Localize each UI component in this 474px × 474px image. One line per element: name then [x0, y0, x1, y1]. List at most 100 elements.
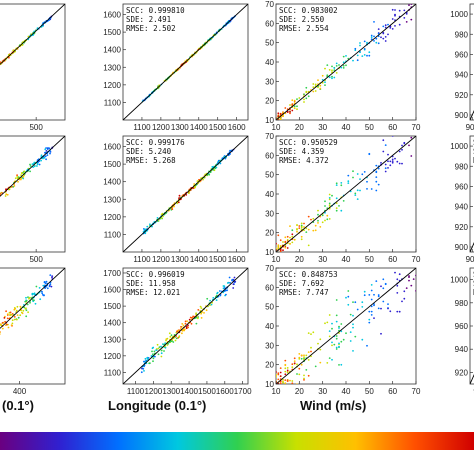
x-tick-label: 400	[13, 387, 27, 396]
data-point	[24, 307, 27, 310]
data-point	[403, 142, 406, 145]
data-point	[380, 332, 382, 335]
stat-line: SDE: 5.240	[126, 147, 172, 156]
stat-line: RMSE: 7.747	[279, 288, 329, 297]
data-point	[408, 258, 410, 260]
data-point	[403, 9, 406, 12]
y-tick-label: 1600	[103, 143, 121, 152]
data-point	[342, 61, 345, 64]
data-point	[391, 160, 394, 163]
data-point	[43, 294, 45, 297]
data-point	[305, 90, 308, 93]
data-point	[401, 300, 403, 303]
x-tick-label: 30	[318, 255, 327, 264]
data-point	[303, 101, 305, 103]
data-point	[345, 332, 347, 335]
data-point	[368, 318, 371, 321]
data-point	[345, 296, 347, 299]
data-point	[356, 173, 359, 175]
y-tick-label: 60	[265, 283, 274, 292]
data-point	[13, 318, 16, 321]
y-tick-label: 1200	[103, 213, 121, 222]
data-point	[326, 74, 329, 77]
data-point	[396, 160, 399, 163]
data-point	[410, 4, 413, 5]
data-point	[9, 314, 12, 317]
data-point	[24, 300, 27, 303]
data-point	[199, 305, 202, 308]
data-point	[403, 297, 406, 300]
data-point	[44, 155, 47, 158]
data-point	[396, 278, 399, 281]
data-point	[333, 76, 336, 79]
data-point	[206, 297, 209, 300]
data-point	[216, 292, 219, 295]
data-point	[144, 228, 147, 231]
data-point	[310, 333, 312, 335]
data-point	[16, 174, 18, 177]
data-point	[333, 67, 336, 69]
data-point	[303, 374, 305, 377]
data-point	[296, 373, 298, 375]
data-point	[38, 287, 41, 289]
data-point	[319, 84, 322, 87]
data-point	[286, 247, 289, 249]
data-point	[335, 197, 338, 200]
data-point	[185, 325, 188, 328]
y-tick-label: 900	[455, 111, 469, 120]
data-point	[22, 309, 25, 312]
data-point	[298, 97, 301, 99]
data-point	[342, 64, 345, 67]
data-point	[180, 326, 182, 328]
data-point	[11, 322, 14, 325]
data-point	[291, 99, 294, 102]
data-point	[324, 322, 326, 325]
data-point	[163, 350, 165, 352]
data-point	[275, 396, 277, 398]
data-point	[282, 241, 284, 243]
data-point	[194, 185, 197, 188]
data-point	[300, 235, 303, 238]
data-point	[190, 322, 193, 325]
data-point	[401, 148, 403, 151]
data-point	[155, 349, 158, 351]
data-point	[157, 347, 160, 350]
data-point	[23, 170, 26, 173]
data-point	[0, 333, 1, 336]
data-point	[377, 294, 380, 296]
y-tick-label: 1500	[103, 28, 121, 37]
data-point	[209, 171, 212, 174]
data-point	[382, 25, 385, 28]
data-point	[347, 290, 350, 292]
data-point	[380, 36, 382, 39]
data-point	[310, 346, 312, 349]
data-point	[406, 129, 408, 131]
data-point	[35, 285, 38, 288]
data-point	[345, 64, 347, 67]
data-point	[375, 41, 378, 44]
data-point	[347, 182, 350, 185]
data-point	[10, 324, 13, 326]
data-point	[380, 285, 382, 288]
data-point	[331, 344, 333, 347]
data-point	[215, 166, 218, 169]
data-point	[16, 318, 18, 321]
y-tick-label: 920	[455, 368, 469, 377]
data-point	[188, 192, 190, 195]
stat-line: SDE: 2.550	[279, 15, 325, 24]
data-point	[203, 312, 205, 314]
data-point	[370, 188, 373, 190]
data-point	[7, 326, 10, 329]
data-point	[29, 165, 32, 167]
data-point	[342, 338, 345, 341]
data-point	[354, 194, 357, 197]
data-point	[226, 289, 229, 292]
data-point	[140, 371, 143, 374]
data-point	[298, 227, 301, 230]
scatter-panel-lon-r1: 1100 1200 1300 1400 1500 16001100120013001400…	[103, 3, 249, 132]
data-point	[183, 329, 186, 332]
data-point	[368, 321, 371, 324]
data-point	[39, 298, 42, 301]
data-point	[282, 249, 284, 252]
data-point	[209, 299, 212, 302]
